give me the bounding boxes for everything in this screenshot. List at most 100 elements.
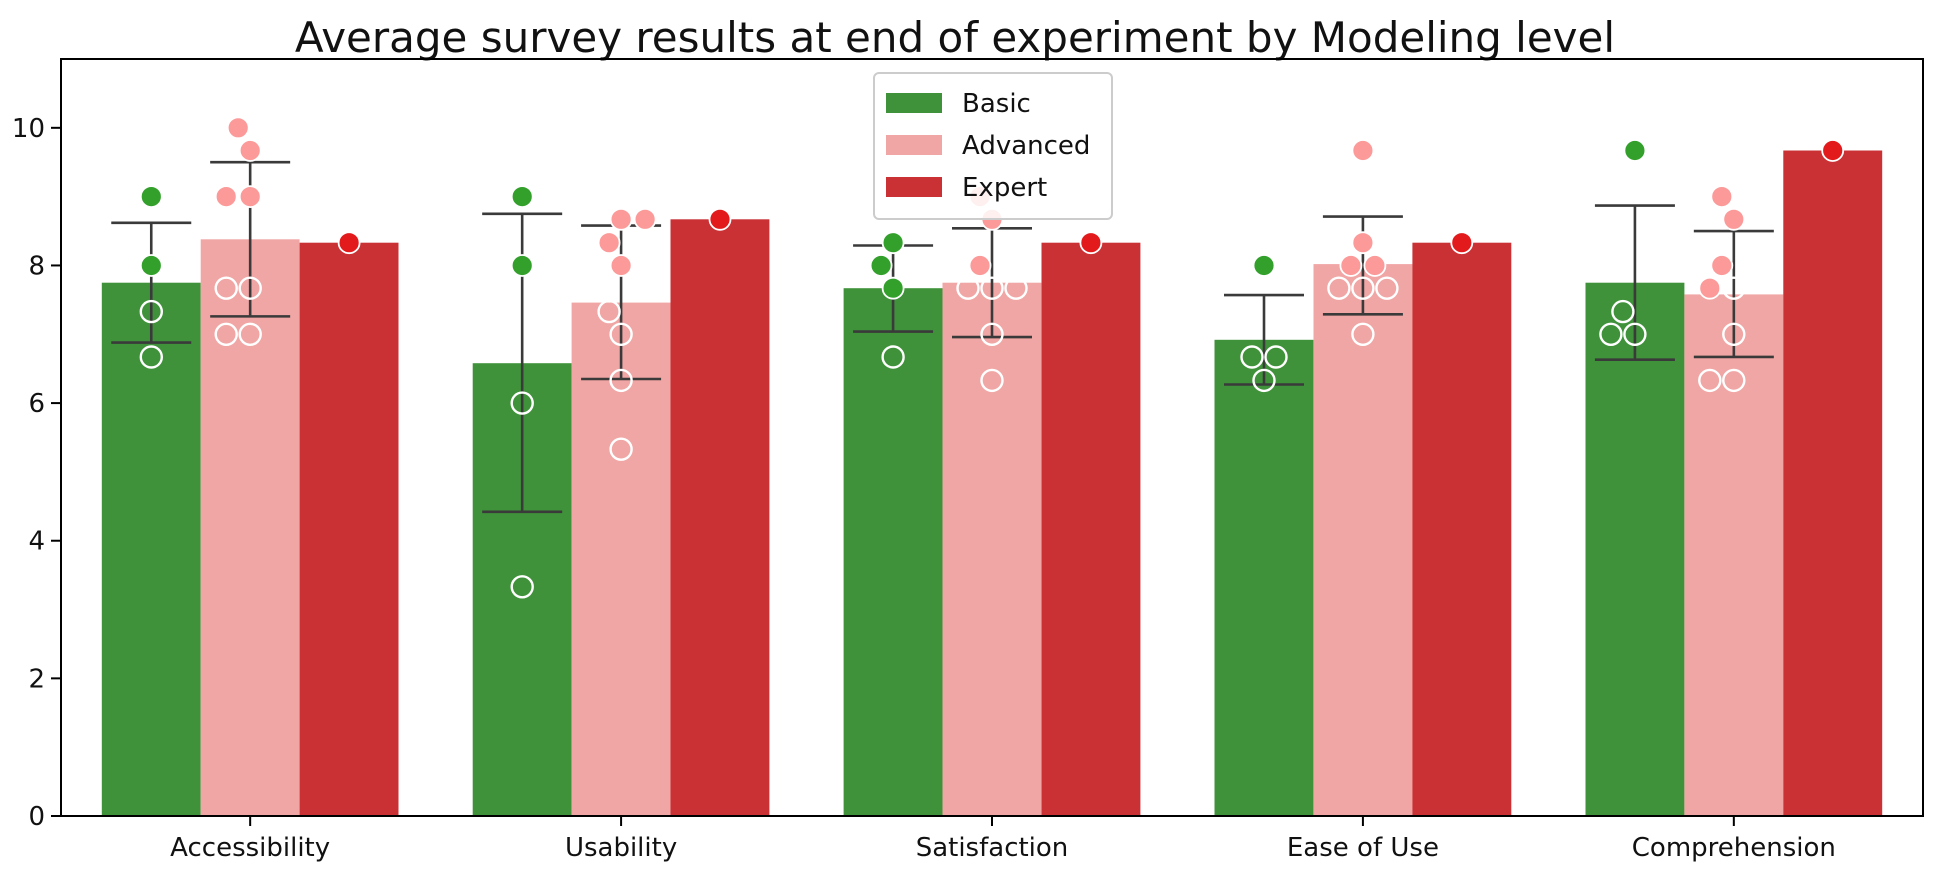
data-point-basic bbox=[881, 345, 905, 369]
data-point-advanced bbox=[597, 299, 621, 324]
bar-advanced-3 bbox=[1313, 264, 1413, 817]
data-point-basic bbox=[510, 254, 534, 277]
legend-swatch-expert bbox=[886, 177, 942, 197]
data-point-basic bbox=[1252, 368, 1276, 393]
error-bar-advanced-4 bbox=[1693, 229, 1774, 359]
legend: Basic Advanced Expert bbox=[873, 72, 1113, 220]
y-tick-label: 2 bbox=[28, 664, 45, 694]
bar-expert-3 bbox=[1412, 242, 1512, 816]
data-point-basic bbox=[1264, 345, 1288, 369]
axes-layer: 0 2 4 6 8 10 Accessibility Usability Satisfactio… bbox=[12, 114, 1836, 863]
data-point-advanced bbox=[238, 139, 262, 162]
data-point-advanced bbox=[1722, 276, 1746, 300]
data-point-expert bbox=[1450, 231, 1474, 255]
data-point-advanced bbox=[1375, 276, 1399, 300]
data-point-advanced bbox=[238, 276, 262, 300]
bar-expert-0 bbox=[299, 242, 399, 816]
data-point-advanced bbox=[1710, 254, 1734, 277]
data-point-advanced bbox=[1722, 322, 1746, 346]
x-tick-label: Satisfaction bbox=[916, 833, 1069, 863]
x-tick-label: Usability bbox=[565, 833, 677, 863]
bar-basic-2 bbox=[843, 288, 943, 816]
data-point-advanced bbox=[238, 185, 262, 209]
legend-label-basic: Basic bbox=[962, 89, 1031, 119]
data-point-advanced bbox=[1351, 231, 1375, 255]
data-point-expert bbox=[1821, 139, 1845, 162]
bar-expert-2 bbox=[1041, 242, 1141, 816]
data-point-basic bbox=[1252, 254, 1276, 277]
data-point-advanced bbox=[980, 322, 1004, 346]
data-point-advanced bbox=[980, 368, 1004, 393]
data-point-basic bbox=[1599, 322, 1623, 346]
data-point-advanced bbox=[956, 276, 980, 300]
error-bar-basic-4 bbox=[1594, 204, 1675, 362]
data-point-advanced bbox=[214, 185, 238, 209]
data-point-advanced bbox=[1363, 254, 1387, 277]
data-point-advanced bbox=[1351, 139, 1375, 162]
y-tick-label: 8 bbox=[28, 251, 45, 281]
data-point-advanced bbox=[609, 254, 633, 277]
bar-expert-1 bbox=[670, 219, 770, 817]
data-point-advanced bbox=[1722, 368, 1746, 393]
legend-label-advanced: Advanced bbox=[962, 131, 1090, 161]
data-point-advanced bbox=[1722, 207, 1746, 231]
y-tick-label: 0 bbox=[28, 802, 45, 832]
data-point-advanced bbox=[1351, 322, 1375, 346]
data-point-basic bbox=[510, 185, 534, 209]
data-point-advanced bbox=[609, 207, 633, 231]
bar-advanced-1 bbox=[571, 302, 671, 817]
legend-swatch-basic bbox=[886, 93, 942, 113]
y-tick-label: 10 bbox=[12, 114, 45, 144]
y-tick-label: 6 bbox=[28, 389, 45, 419]
data-point-basic bbox=[139, 299, 164, 324]
data-point-advanced bbox=[214, 276, 238, 300]
data-point-advanced bbox=[1351, 276, 1375, 300]
x-tick-label: Comprehension bbox=[1632, 833, 1836, 863]
data-point-advanced bbox=[238, 322, 262, 346]
data-point-basic bbox=[1240, 345, 1264, 369]
data-point-advanced bbox=[1698, 276, 1722, 300]
data-point-basic bbox=[510, 575, 534, 599]
data-point-basic bbox=[510, 391, 534, 415]
x-tick-label: Accessibility bbox=[170, 833, 330, 863]
data-point-expert bbox=[337, 231, 361, 255]
data-point-basic bbox=[869, 254, 893, 277]
data-point-advanced bbox=[609, 437, 633, 461]
legend-label-expert: Expert bbox=[962, 173, 1047, 203]
data-point-advanced bbox=[633, 207, 657, 231]
data-point-advanced bbox=[609, 322, 633, 346]
bar-advanced-0 bbox=[200, 239, 300, 817]
data-point-advanced bbox=[980, 276, 1004, 300]
data-point-basic bbox=[1611, 299, 1635, 324]
data-point-advanced bbox=[1698, 368, 1722, 393]
chart-title: Average survey results at end of experim… bbox=[295, 13, 1615, 62]
points-layer bbox=[139, 116, 1845, 599]
error-bars-layer bbox=[111, 160, 1774, 514]
bars-layer bbox=[101, 150, 1883, 817]
data-point-basic bbox=[1623, 322, 1647, 346]
bar-basic-4 bbox=[1585, 282, 1685, 816]
y-tick-label: 4 bbox=[28, 527, 45, 557]
data-point-advanced bbox=[597, 231, 621, 255]
data-point-advanced bbox=[214, 322, 238, 346]
data-point-advanced bbox=[1339, 254, 1363, 277]
data-point-expert bbox=[1079, 231, 1103, 255]
data-point-basic bbox=[881, 276, 905, 300]
data-point-advanced bbox=[1004, 276, 1028, 300]
data-point-expert bbox=[708, 207, 732, 231]
data-point-basic bbox=[139, 185, 163, 209]
legend-swatch-advanced bbox=[886, 135, 942, 155]
data-point-advanced bbox=[226, 116, 250, 140]
bar-advanced-2 bbox=[942, 282, 1042, 816]
data-point-advanced bbox=[1710, 185, 1734, 209]
data-point-advanced bbox=[968, 254, 992, 277]
x-tick-label: Ease of Use bbox=[1287, 833, 1439, 863]
data-point-basic bbox=[139, 345, 164, 369]
data-point-advanced bbox=[609, 368, 633, 393]
bar-expert-4 bbox=[1783, 150, 1883, 816]
data-point-basic bbox=[881, 231, 905, 255]
data-point-basic bbox=[139, 254, 163, 277]
bar-basic-0 bbox=[101, 282, 201, 816]
bar-advanced-4 bbox=[1684, 294, 1784, 816]
